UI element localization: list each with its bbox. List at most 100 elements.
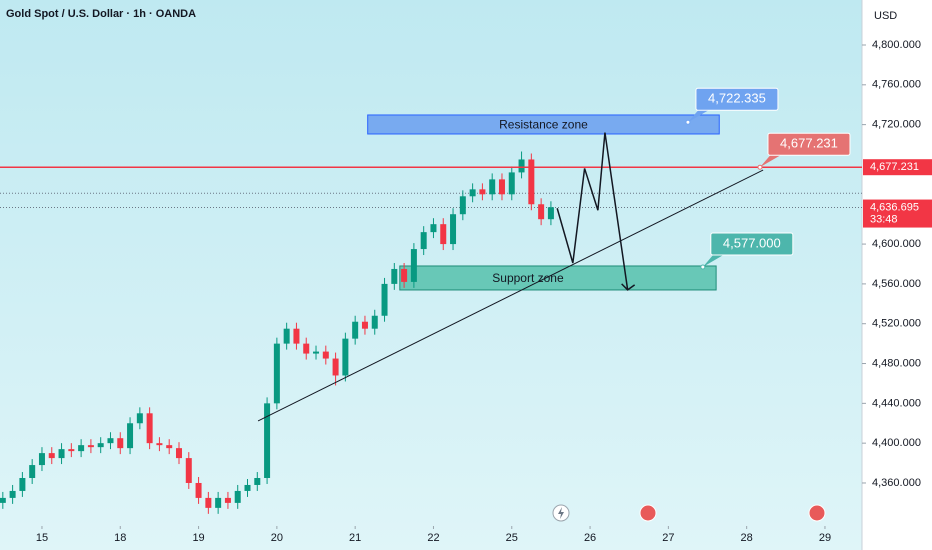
candle-body xyxy=(29,465,36,479)
callout-pointer xyxy=(687,108,712,123)
candle-body xyxy=(58,449,65,459)
candle-body xyxy=(97,443,104,448)
y-tick-label: 4,800.000 xyxy=(872,39,921,51)
x-tick-label: 28 xyxy=(741,532,753,544)
price-tag xyxy=(863,159,932,176)
candle-body xyxy=(87,445,94,448)
zone xyxy=(367,114,720,135)
candle-body xyxy=(205,497,212,508)
arrow-head xyxy=(621,283,636,291)
candle-body xyxy=(342,338,349,376)
x-tick-label: 25 xyxy=(506,532,518,544)
candle-body xyxy=(528,159,535,205)
candle-body xyxy=(508,172,515,195)
callout-anchor xyxy=(757,164,763,170)
candle-body xyxy=(293,328,300,344)
x-tick-label: 21 xyxy=(349,532,361,544)
candle-body xyxy=(498,179,505,195)
candle-body xyxy=(459,196,466,215)
callout-box xyxy=(767,132,851,156)
candle-body xyxy=(381,283,388,316)
candle-body xyxy=(9,490,16,498)
zone-label: Support zone xyxy=(492,271,564,285)
candle-body xyxy=(489,179,496,195)
price-axis-background xyxy=(862,0,932,550)
callout-box xyxy=(695,87,779,111)
last-price-label: 4,636.695 xyxy=(870,201,919,213)
candle-body xyxy=(518,159,525,173)
x-tick-label: 15 xyxy=(36,532,48,544)
candle-body xyxy=(195,482,202,498)
event-icon[interactable] xyxy=(808,504,826,522)
candle-body xyxy=(234,490,241,503)
candle-body xyxy=(68,449,75,452)
currency: USD xyxy=(874,10,897,22)
event-icons xyxy=(552,504,826,522)
candle-body xyxy=(185,458,192,483)
callout-label: 4,722.335 xyxy=(708,91,766,106)
y-tick-label: 4,520.000 xyxy=(872,318,921,330)
price-tag xyxy=(863,199,932,228)
candle-body xyxy=(273,343,280,404)
y-tick-label: 4,720.000 xyxy=(872,119,921,131)
candle-body xyxy=(538,204,545,220)
y-tick-label: 4,560.000 xyxy=(872,278,921,290)
candle-body xyxy=(254,478,261,485)
event-icon-glyph xyxy=(558,507,564,519)
candle-body xyxy=(127,423,134,449)
y-tick-label: 4,760.000 xyxy=(872,79,921,91)
callout-pointer xyxy=(702,252,727,267)
callout-box xyxy=(710,232,794,256)
y-tick-label: 4,440.000 xyxy=(872,397,921,409)
candle-body xyxy=(303,343,310,354)
candle-body xyxy=(547,207,554,220)
candle-body xyxy=(479,189,486,195)
candle-body xyxy=(313,351,320,354)
candle-body xyxy=(224,497,231,503)
x-tick-label: 27 xyxy=(662,532,674,544)
zone xyxy=(399,265,717,291)
projection-path xyxy=(556,132,629,290)
candle-body xyxy=(371,315,378,329)
x-tick-label: 29 xyxy=(819,532,831,544)
candle-body xyxy=(264,403,271,479)
candle-body xyxy=(332,358,339,376)
candle-body xyxy=(440,224,447,245)
candle-body xyxy=(430,224,437,233)
candle-body xyxy=(166,445,173,449)
y-tick-label: 4,360.000 xyxy=(872,477,921,489)
x-tick-label: 20 xyxy=(271,532,283,544)
candle-body xyxy=(391,268,398,284)
price-tag-label: 4,677.231 xyxy=(870,161,919,173)
candle-body xyxy=(175,448,182,459)
candle-body xyxy=(450,214,457,245)
y-tick-label: 4,600.000 xyxy=(872,238,921,250)
y-tick-label: 4,480.000 xyxy=(872,357,921,369)
y-tick-label: 4,400.000 xyxy=(872,437,921,449)
candle-body xyxy=(322,351,329,359)
candle-body xyxy=(156,443,163,446)
callout-anchor xyxy=(685,119,691,125)
callout-pointer xyxy=(759,153,784,168)
candle-body xyxy=(410,249,417,282)
candle-body xyxy=(469,189,476,197)
candle-body xyxy=(107,438,114,444)
x-tick-label: 22 xyxy=(427,532,439,544)
callout-anchor xyxy=(700,264,706,270)
x-tick-label: 26 xyxy=(584,532,596,544)
candle-body xyxy=(361,321,368,329)
trendline xyxy=(257,169,764,422)
candle-body xyxy=(244,484,251,491)
candle-body xyxy=(78,445,85,452)
zone-label: Resistance zone xyxy=(499,118,588,132)
callout-label: 4,577.000 xyxy=(723,235,781,250)
event-icon[interactable] xyxy=(639,504,657,522)
chart-title: Gold Spot / U.S. Dollar · 1h · OANDA xyxy=(6,8,196,20)
candle-body xyxy=(19,478,26,491)
candle-body xyxy=(420,232,427,250)
candle-body xyxy=(0,497,6,503)
candle-body xyxy=(352,321,359,339)
candle-body xyxy=(146,413,153,444)
candle-body xyxy=(38,453,45,466)
